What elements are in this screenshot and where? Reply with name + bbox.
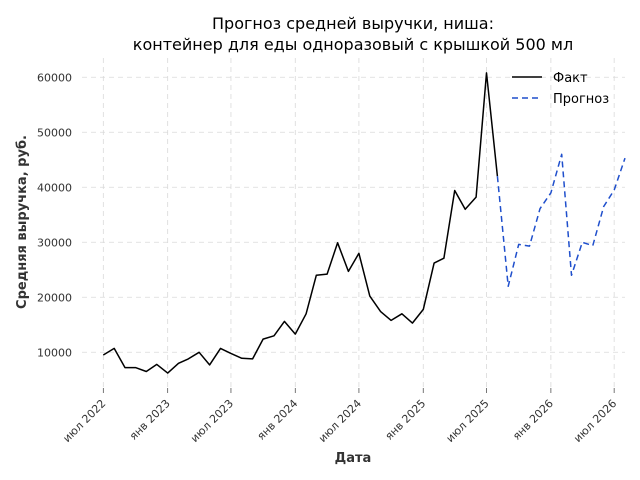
data-point-fact xyxy=(475,196,477,198)
data-point-fact xyxy=(251,358,253,360)
data-point-forecast xyxy=(539,208,541,210)
x-tick-label: июл 2026 xyxy=(571,397,619,445)
data-point-fact xyxy=(283,320,285,322)
legend-label-fact: Факт xyxy=(553,71,588,86)
data-point-fact xyxy=(347,270,349,272)
grid xyxy=(82,58,625,388)
data-point-fact xyxy=(230,352,232,354)
x-axis-ticks: июл 2022 янв 2023 июл 2023 янв 2024 июл 2024… xyxy=(60,388,619,445)
legend-label-forecast: Прогноз xyxy=(553,92,609,107)
chart-subtitle: контейнер для еды одноразовый с крышкой … xyxy=(133,35,573,54)
data-point-fact xyxy=(113,347,115,349)
data-point-fact xyxy=(219,347,221,349)
y-axis-title: Средняя выручка, руб. xyxy=(15,135,30,309)
x-tick-label: янв 2026 xyxy=(510,397,556,443)
data-point-fact xyxy=(134,366,136,368)
y-tick-label: 50000 xyxy=(37,126,72,139)
data-point-fact xyxy=(454,189,456,191)
data-point-fact xyxy=(177,362,179,364)
data-point-forecast xyxy=(496,175,498,177)
data-point-fact xyxy=(145,370,147,372)
data-point-fact xyxy=(358,252,360,254)
x-axis-title: Дата xyxy=(335,451,372,466)
series-lines xyxy=(102,72,626,374)
data-point-forecast xyxy=(624,157,626,159)
y-tick-label: 60000 xyxy=(37,71,72,84)
data-point-fact xyxy=(273,335,275,337)
data-point-fact xyxy=(262,338,264,340)
x-tick-label: янв 2023 xyxy=(127,397,173,443)
data-point-fact xyxy=(305,313,307,315)
data-point-forecast xyxy=(592,244,594,246)
y-tick-label: 20000 xyxy=(37,291,72,304)
y-axis-ticks: 10000 20000 30000 40000 50000 60000 xyxy=(37,71,72,359)
data-point-forecast xyxy=(528,245,530,247)
data-point-fact xyxy=(485,72,487,74)
data-point-fact xyxy=(401,313,403,315)
data-point-fact xyxy=(294,333,296,335)
data-point-fact xyxy=(166,372,168,374)
y-tick-label: 30000 xyxy=(37,236,72,249)
chart-title: Прогноз средней выручки, ниша: xyxy=(212,14,494,33)
data-point-fact xyxy=(315,274,317,276)
data-point-fact xyxy=(187,358,189,360)
data-point-fact xyxy=(379,310,381,312)
data-point-fact xyxy=(422,308,424,310)
data-point-fact xyxy=(241,357,243,359)
data-point-fact xyxy=(198,351,200,353)
data-point-fact xyxy=(390,319,392,321)
data-point-forecast xyxy=(518,243,520,245)
data-point-fact xyxy=(124,366,126,368)
x-tick-label: янв 2025 xyxy=(383,397,429,443)
data-point-fact xyxy=(102,354,104,356)
y-tick-label: 40000 xyxy=(37,181,72,194)
data-point-fact xyxy=(336,242,338,244)
legend: Факт Прогноз xyxy=(512,71,609,107)
data-point-forecast xyxy=(613,189,615,191)
data-point-fact xyxy=(433,262,435,264)
data-point-forecast xyxy=(570,274,572,276)
data-point-fact xyxy=(411,322,413,324)
data-point-fact xyxy=(326,273,328,275)
y-tick-label: 10000 xyxy=(37,346,72,359)
data-point-fact xyxy=(156,363,158,365)
x-tick-label: июл 2024 xyxy=(316,397,364,445)
data-point-fact xyxy=(464,208,466,210)
data-point-fact xyxy=(369,295,371,297)
x-tick-label: янв 2024 xyxy=(255,397,301,443)
data-point-forecast xyxy=(507,285,509,287)
x-tick-label: июл 2022 xyxy=(60,397,108,445)
data-point-forecast xyxy=(581,241,583,243)
series-line-forecast xyxy=(496,153,626,288)
x-tick-label: июл 2025 xyxy=(444,397,492,445)
data-point-forecast xyxy=(550,192,552,194)
data-point-fact xyxy=(443,257,445,259)
data-point-forecast xyxy=(602,205,604,207)
data-point-fact xyxy=(208,364,210,366)
data-point-forecast xyxy=(561,153,563,155)
x-tick-label: июл 2023 xyxy=(188,397,236,445)
series-line-fact xyxy=(102,72,499,374)
